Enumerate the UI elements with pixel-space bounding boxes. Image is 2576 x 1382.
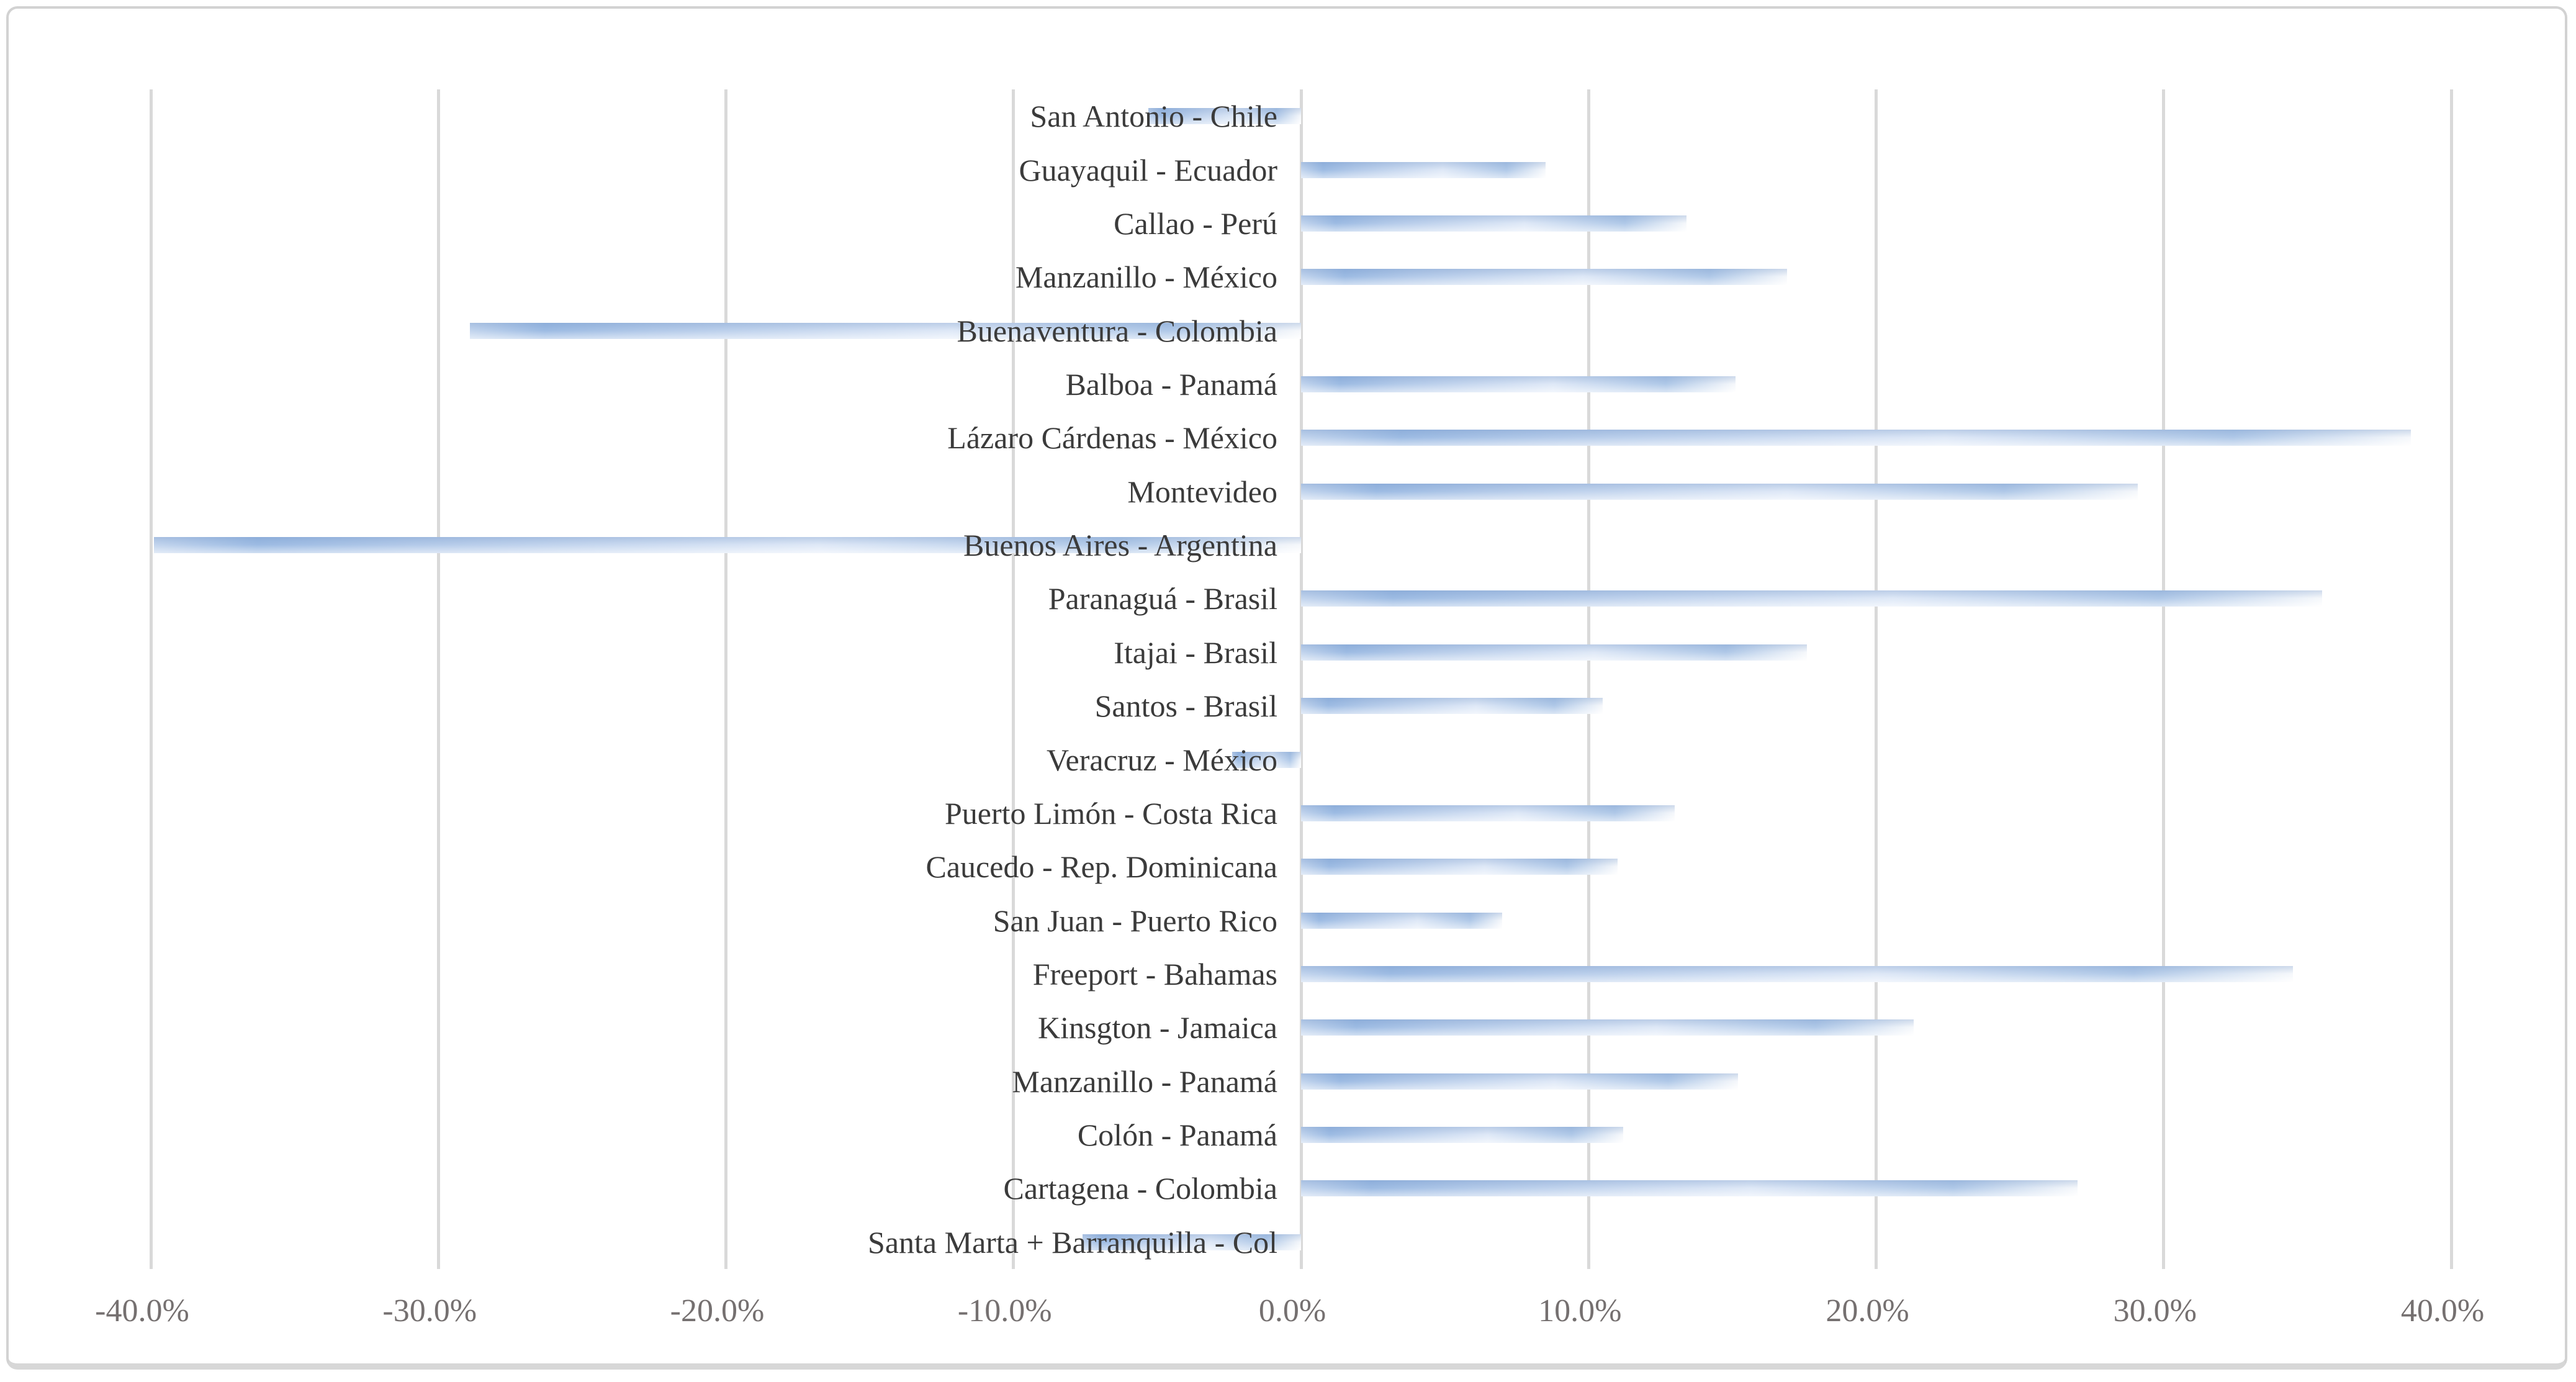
bar [1301,269,1787,286]
category-label: Caucedo - Rep. Dominicana [925,849,1277,885]
category-label: San Juan - Puerto Rico [993,903,1277,938]
category-label: San Antonio - Chile [1030,99,1277,134]
bar [1232,751,1301,768]
category-label: Manzanillo - México [1015,260,1277,295]
gridline [1875,89,1878,1269]
x-tick-label: -10.0% [957,1293,1052,1329]
bar [153,537,1301,554]
bar [1301,1127,1623,1144]
category-label: Santa Marta + Barranquilla - Col [868,1224,1277,1260]
bar [470,322,1301,339]
bar [1148,108,1301,125]
bar [1301,483,2138,500]
gridline [1012,89,1016,1269]
gridline [2449,89,2453,1269]
bar [1301,376,1736,392]
category-label: Buenaventura - Colombia [957,313,1277,348]
x-tick-label: 10.0% [1538,1293,1622,1329]
category-label: Buenos Aires - Argentina [963,528,1277,563]
category-label: Manzanillo - Panamá [1012,1064,1277,1099]
category-label: Veracruz - México [1046,742,1277,777]
bar [1301,161,1546,178]
category-label: Puerto Limón - Costa Rica [944,795,1277,831]
bar [1301,966,2294,982]
category-label: Lázaro Cárdenas - México [947,420,1277,456]
gridline [436,89,440,1269]
category-label: Kinsgton - Jamaica [1037,1010,1277,1046]
x-tick-label: -30.0% [382,1293,477,1329]
x-tick-label: 20.0% [1826,1293,1909,1329]
bar [1301,644,1808,661]
x-tick-label: 30.0% [2113,1293,2197,1329]
category-label: Colón - Panamá [1077,1118,1277,1153]
x-tick-label: 0.0% [1258,1293,1326,1329]
x-tick-label: 40.0% [2400,1293,2485,1329]
bar [1301,590,2322,607]
x-tick-label: -20.0% [670,1293,765,1329]
category-label: Santos - Brasil [1094,689,1277,724]
bar [1301,430,2412,446]
bar [1301,1019,1914,1036]
gridline [149,89,153,1269]
bar [1301,698,1603,715]
chart-frame: San Antonio - Chile Guayaquil - Ecuador Ca… [6,6,2567,1370]
bar [1301,859,1618,875]
category-label: Guayaquil - Ecuador [1019,152,1277,187]
bar [1301,1180,2078,1197]
category-label: Balboa - Panamá [1065,367,1277,402]
x-tick-label: -40.0% [95,1293,189,1329]
category-label: Cartagena - Colombia [1003,1171,1277,1206]
bar [1301,1073,1739,1090]
gridline [1299,89,1303,1269]
category-label: Paranaguá - Brasil [1048,581,1277,616]
bar [1301,215,1687,232]
category-label: Itajai - Brasil [1114,635,1277,670]
gridline [2162,89,2166,1269]
category-label: Montevideo [1127,474,1277,509]
bar [1301,805,1675,821]
category-label: Freeport - Bahamas [1032,957,1277,991]
bar [1301,912,1503,929]
gridline [724,89,727,1269]
category-label: Callao - Perú [1114,205,1277,241]
bar [1082,1234,1301,1250]
plot-area: San Antonio - Chile Guayaquil - Ecuador Ca… [149,89,2453,1269]
gridline [1587,89,1590,1269]
